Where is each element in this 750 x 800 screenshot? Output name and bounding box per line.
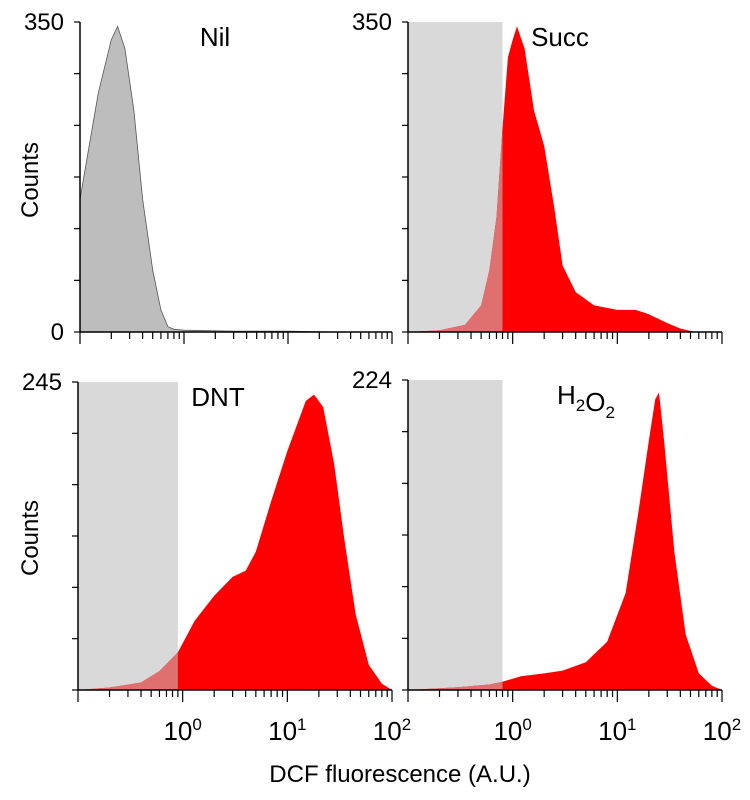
gate-region xyxy=(78,382,178,690)
panels: 350 0 Nil 350 Succ 245 100 101 102 DNT 224 100 101 10… xyxy=(22,9,741,746)
gate-region xyxy=(408,380,503,690)
gate-region xyxy=(408,22,503,332)
y-tick-label: 350 xyxy=(352,9,392,36)
histogram-series xyxy=(408,392,722,690)
x-tick-label: 102 xyxy=(703,715,741,746)
x-tick-label: 101 xyxy=(268,715,306,746)
histogram-series xyxy=(408,26,722,333)
y-tick-label: 245 xyxy=(22,369,62,396)
gate-overlap xyxy=(78,652,178,690)
y-tick-label: 0 xyxy=(51,319,64,346)
y-axis-label-top: Counts xyxy=(17,142,44,218)
y-tick-label: 350 xyxy=(24,9,64,36)
histogram-series xyxy=(79,25,392,333)
panel-title: H2O2 xyxy=(557,380,615,422)
panel-title: Nil xyxy=(200,22,230,52)
gate-overlap xyxy=(408,681,503,690)
x-tick-label: 100 xyxy=(493,715,531,746)
gate-overlap xyxy=(408,127,503,332)
x-tick-label: 100 xyxy=(163,715,201,746)
panel-title: DNT xyxy=(191,382,245,412)
x-tick-label: 101 xyxy=(598,715,636,746)
panel-top-right: 350 Succ xyxy=(352,9,723,344)
panel-bottom-left: 245 100 101 102 DNT xyxy=(22,369,411,746)
panel-top-left: 350 0 Nil xyxy=(24,9,393,346)
panel-title: Succ xyxy=(531,22,589,52)
histogram-series xyxy=(78,394,392,690)
x-axis-label: DCF fluorescence (A.U.) xyxy=(269,761,530,788)
panel-bottom-right: 224 100 101 102 H2O2 xyxy=(352,367,741,746)
x-tick-label: 102 xyxy=(373,715,411,746)
y-tick-label: 224 xyxy=(352,367,392,394)
y-axis-label-bottom: Counts xyxy=(17,500,44,576)
